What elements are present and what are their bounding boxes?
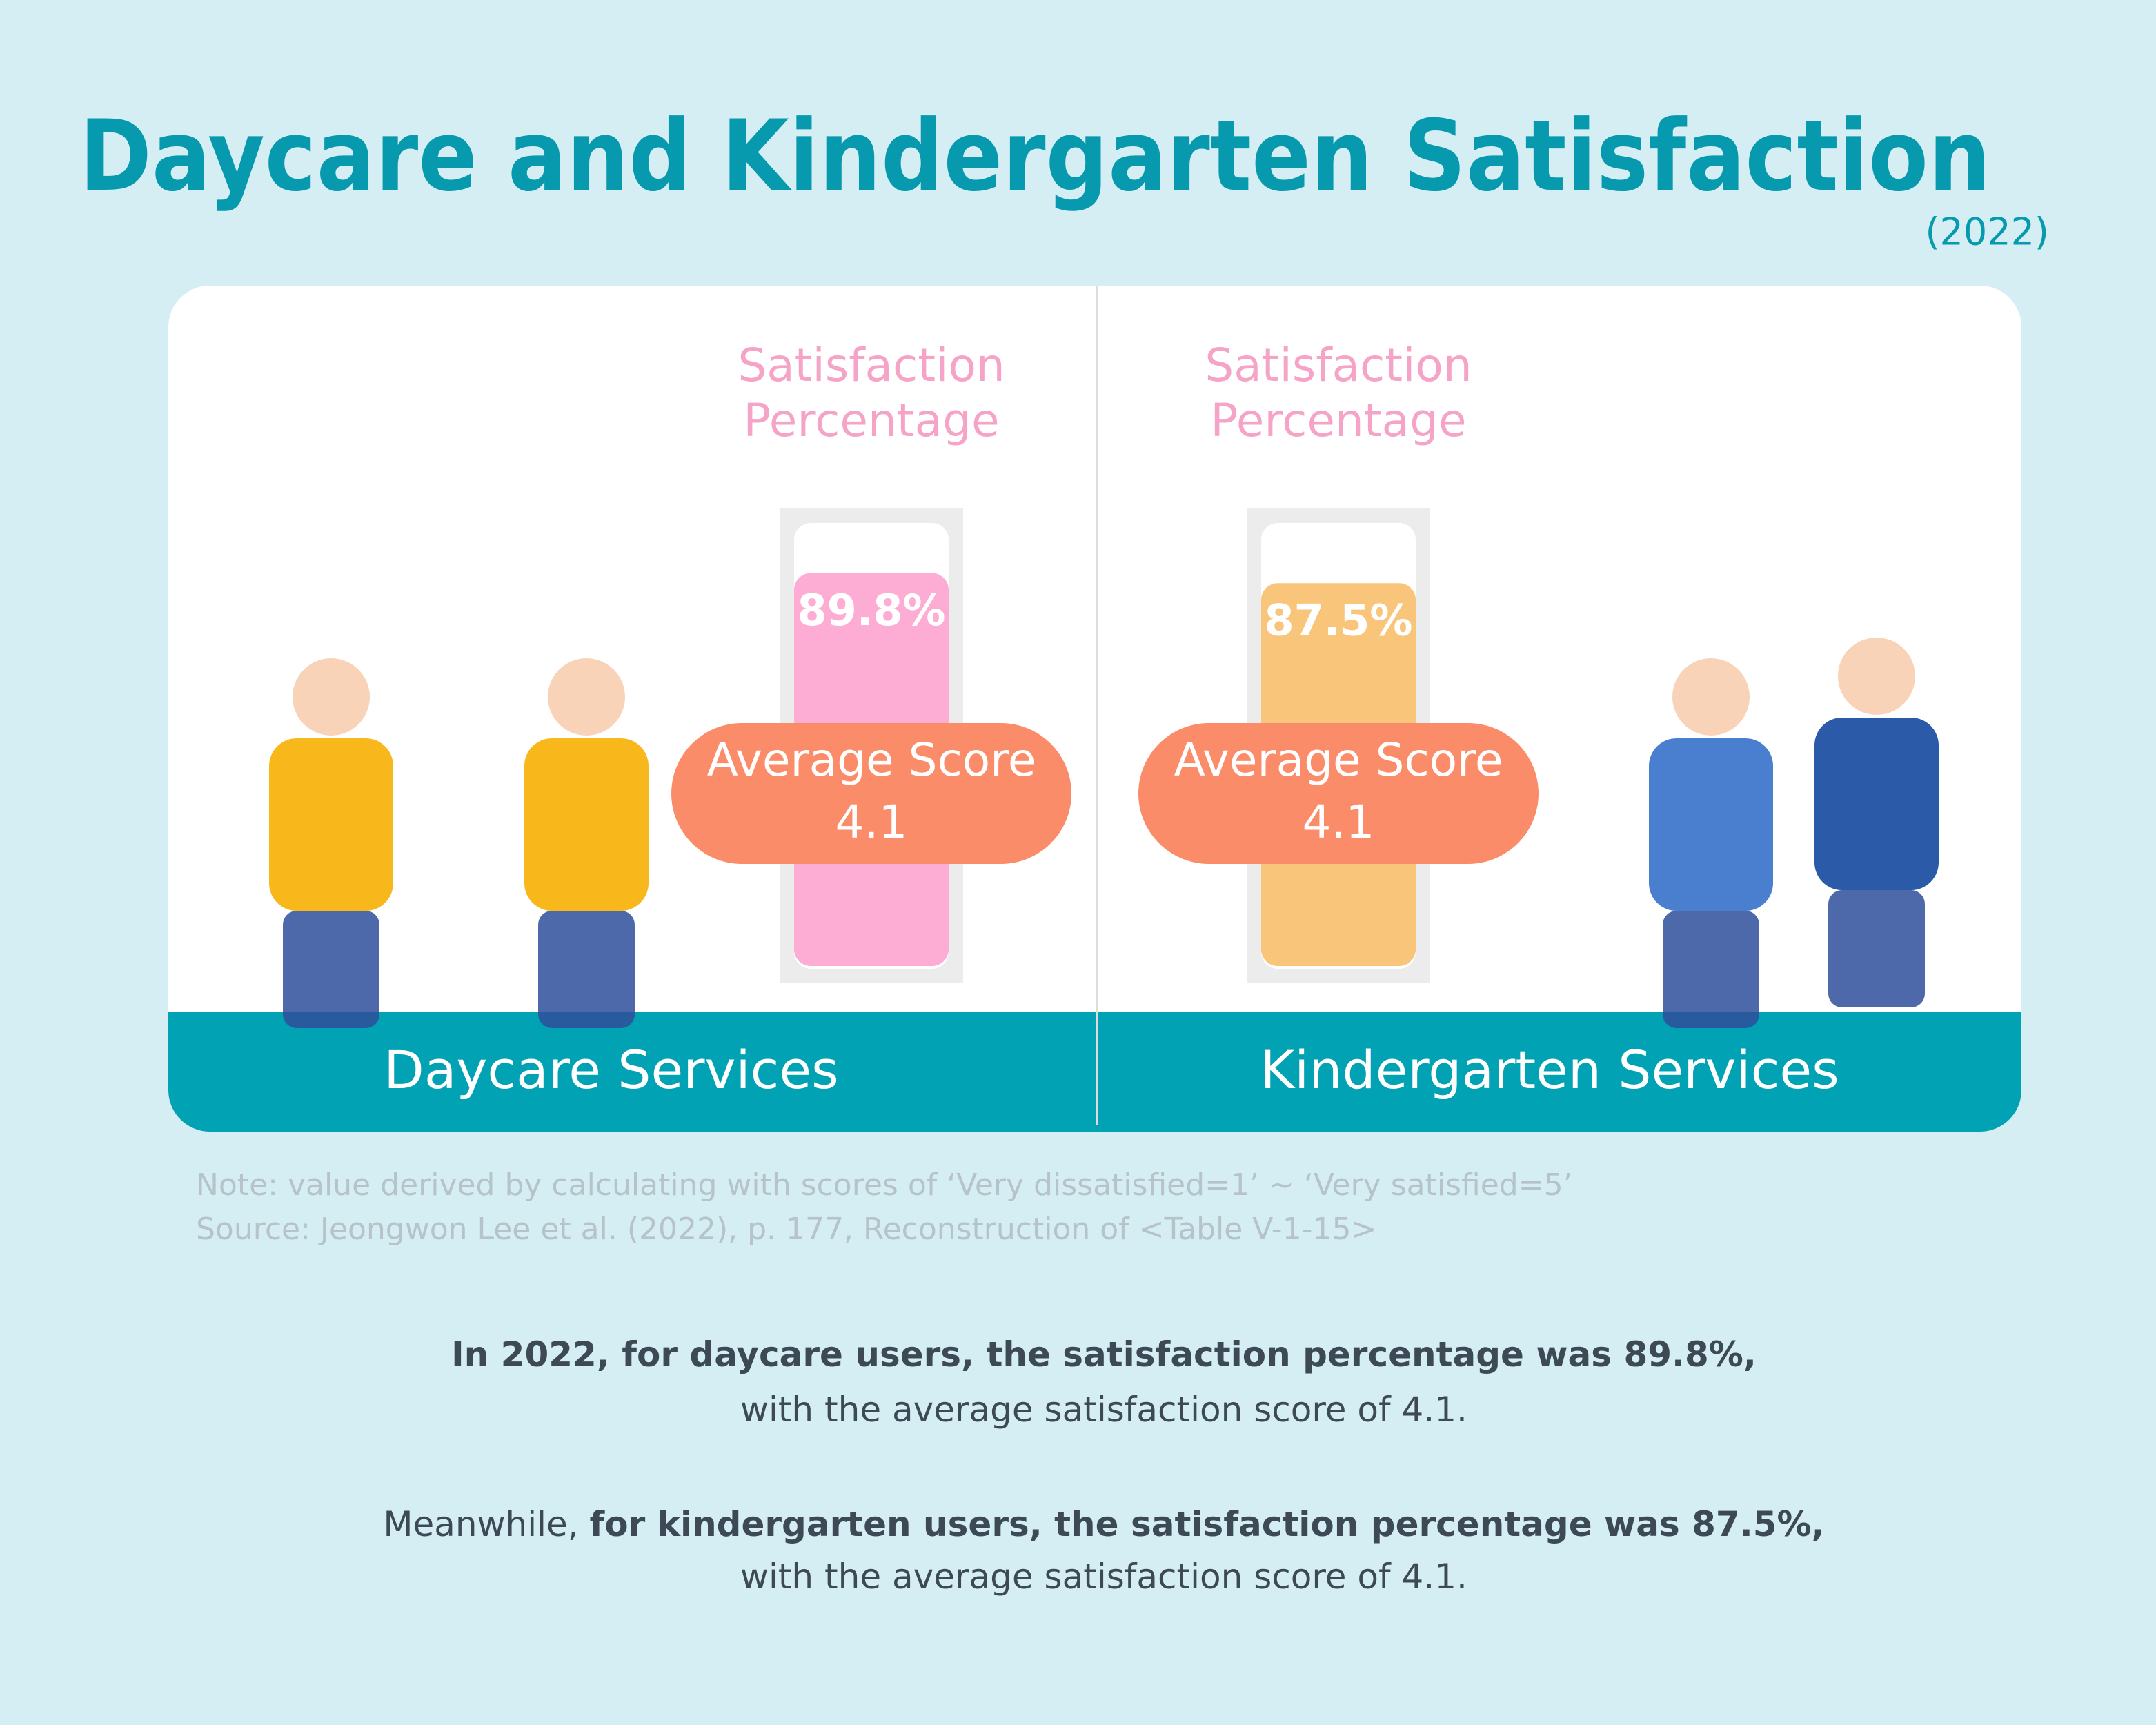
chart-title-box: Satisfaction Percentage (738, 339, 1005, 447)
summary-line: Meanwhile, for kindergarten users, the s… (383, 1504, 1824, 1544)
figure-head (1838, 638, 1915, 715)
chart-title: Satisfaction Percentage (738, 339, 1005, 447)
summary-line: with the average satisfaction score of 4… (740, 1390, 1467, 1430)
summary-line: with the average satisfaction score of 4… (740, 1557, 1467, 1597)
value-label: 87.5% (1264, 595, 1412, 645)
chart-title: Satisfaction Percentage (1205, 339, 1472, 447)
figure-body (1649, 738, 1773, 911)
score-pill (671, 723, 1071, 864)
figure-legs (283, 911, 379, 1028)
value-label: 89.8% (797, 585, 945, 635)
summary-text: for kindergarten users, the satisfaction… (590, 1504, 1825, 1544)
figure-legs (538, 911, 635, 1028)
figure-legs (1828, 890, 1925, 1007)
figure-head (293, 658, 370, 736)
chart-title-box: Satisfaction Percentage (1205, 339, 1472, 447)
category-label: Kindergarten Services (1260, 1039, 1839, 1101)
summary-text: Meanwhile, (383, 1504, 589, 1544)
score-pill (1138, 723, 1539, 864)
summary-line: In 2022, for daycare users, the satisfac… (451, 1334, 1757, 1374)
score-label: Average Score (1174, 733, 1503, 787)
summary-text: with the average satisfaction score of 4… (740, 1390, 1467, 1430)
score-value: 4.1 (835, 796, 908, 849)
note: Note: value derived by calculating with … (196, 1167, 1573, 1203)
figure-head (1672, 658, 1750, 736)
score-value: 4.1 (1303, 796, 1375, 849)
category-band (168, 1012, 2021, 1132)
figure-head (548, 658, 625, 736)
score-label: Average Score (707, 733, 1036, 787)
category-label: Daycare Services (384, 1039, 838, 1101)
figure-body (524, 738, 649, 911)
title: Daycare and Kindergarten Satisfaction (79, 99, 1990, 213)
figure-body (269, 738, 393, 911)
figure-body (1814, 718, 1939, 890)
note: Source: Jeongwon Lee et al. (2022), p. 1… (196, 1212, 1376, 1247)
subtitle: (2022) (1925, 210, 2049, 254)
figure-legs (1663, 911, 1759, 1028)
summary-text: In 2022, for daycare users, the satisfac… (451, 1334, 1757, 1374)
summary-text: with the average satisfaction score of 4… (740, 1557, 1467, 1597)
